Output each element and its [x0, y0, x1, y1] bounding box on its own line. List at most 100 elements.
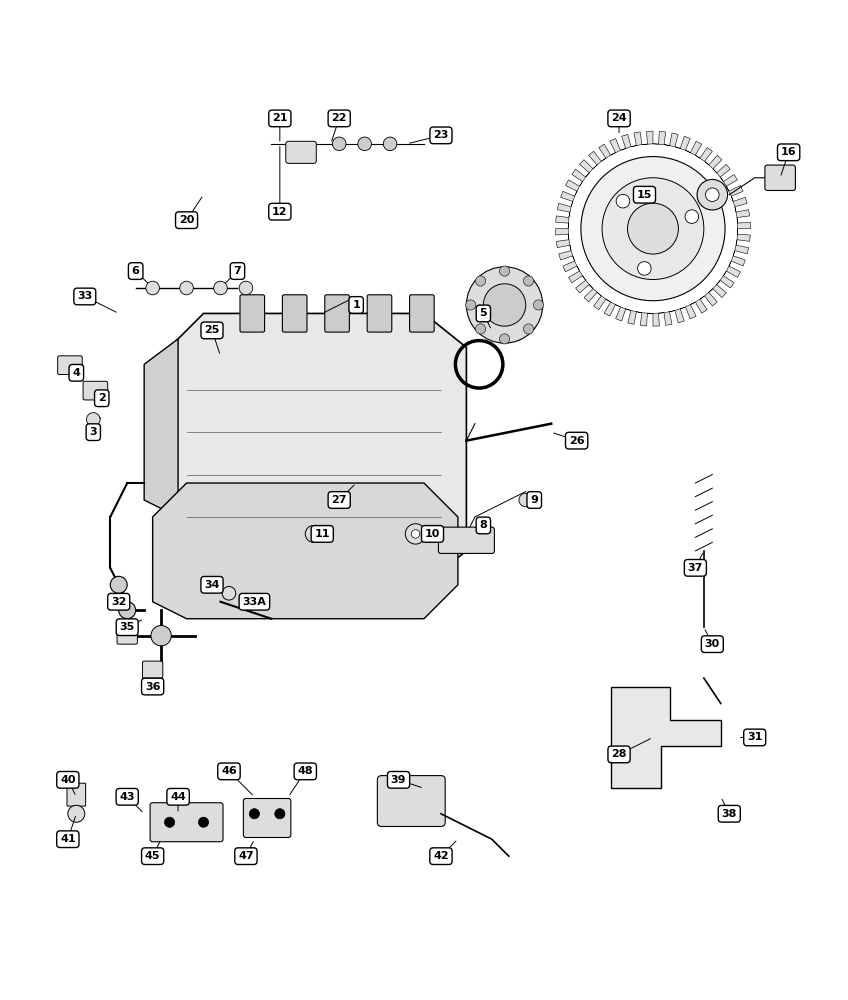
Polygon shape	[640, 313, 653, 326]
Polygon shape	[580, 160, 593, 177]
Circle shape	[249, 809, 259, 819]
Circle shape	[466, 267, 543, 343]
Text: 4: 4	[72, 368, 81, 378]
Polygon shape	[628, 311, 642, 324]
Text: 10: 10	[425, 529, 440, 539]
Polygon shape	[153, 483, 458, 619]
Text: 20: 20	[179, 215, 194, 225]
FancyBboxPatch shape	[325, 295, 349, 332]
Text: 32: 32	[111, 597, 126, 607]
Text: 7: 7	[233, 266, 242, 276]
Circle shape	[358, 137, 371, 151]
Circle shape	[165, 817, 175, 827]
Polygon shape	[727, 186, 743, 196]
Text: 23: 23	[433, 130, 449, 140]
Circle shape	[180, 281, 193, 295]
Polygon shape	[664, 133, 678, 147]
Text: 22: 22	[332, 113, 347, 123]
Circle shape	[523, 324, 533, 334]
Circle shape	[151, 626, 171, 646]
Text: 33A: 33A	[243, 597, 266, 607]
FancyBboxPatch shape	[117, 627, 137, 644]
FancyBboxPatch shape	[438, 527, 494, 553]
Circle shape	[110, 576, 127, 593]
Polygon shape	[594, 296, 611, 310]
Polygon shape	[561, 191, 575, 207]
Circle shape	[466, 300, 476, 310]
FancyBboxPatch shape	[243, 798, 291, 838]
Text: 16: 16	[781, 147, 796, 157]
Text: 46: 46	[221, 766, 237, 776]
FancyBboxPatch shape	[367, 295, 392, 332]
FancyBboxPatch shape	[286, 141, 316, 163]
Text: 27: 27	[332, 495, 347, 505]
Polygon shape	[705, 155, 722, 169]
Text: 39: 39	[391, 775, 406, 785]
Circle shape	[602, 178, 704, 280]
Polygon shape	[557, 203, 571, 218]
FancyBboxPatch shape	[282, 295, 307, 332]
Text: 44: 44	[170, 792, 186, 802]
Polygon shape	[731, 196, 747, 207]
Text: 48: 48	[298, 766, 313, 776]
FancyBboxPatch shape	[150, 803, 223, 842]
Polygon shape	[675, 307, 685, 323]
Circle shape	[222, 586, 236, 600]
Text: 24: 24	[611, 113, 627, 123]
Polygon shape	[566, 180, 579, 196]
Polygon shape	[555, 216, 569, 229]
Text: 43: 43	[120, 792, 135, 802]
FancyBboxPatch shape	[240, 295, 265, 332]
Text: 5: 5	[480, 308, 487, 318]
Polygon shape	[161, 313, 466, 585]
Circle shape	[628, 203, 678, 254]
Polygon shape	[735, 207, 750, 218]
Circle shape	[68, 805, 85, 822]
Polygon shape	[695, 296, 707, 313]
Polygon shape	[685, 302, 696, 319]
Text: 6: 6	[131, 266, 140, 276]
Polygon shape	[555, 229, 569, 240]
Text: 2: 2	[98, 393, 106, 403]
Circle shape	[523, 276, 533, 286]
FancyBboxPatch shape	[67, 783, 86, 806]
Polygon shape	[731, 251, 745, 266]
FancyBboxPatch shape	[58, 356, 82, 374]
Polygon shape	[610, 139, 621, 155]
Circle shape	[214, 281, 227, 295]
Polygon shape	[563, 261, 579, 272]
Circle shape	[483, 284, 526, 326]
Text: 41: 41	[60, 834, 75, 844]
Circle shape	[476, 324, 486, 334]
Text: 36: 36	[145, 682, 160, 692]
Circle shape	[305, 525, 322, 542]
Text: 1: 1	[352, 300, 360, 310]
Polygon shape	[584, 289, 601, 302]
Polygon shape	[675, 136, 690, 150]
Polygon shape	[568, 271, 586, 283]
Text: 40: 40	[60, 775, 75, 785]
Circle shape	[616, 194, 630, 208]
Circle shape	[239, 281, 253, 295]
Polygon shape	[611, 687, 721, 788]
Polygon shape	[735, 240, 749, 254]
FancyBboxPatch shape	[765, 165, 795, 190]
Polygon shape	[720, 271, 734, 288]
Polygon shape	[727, 261, 740, 277]
Polygon shape	[572, 169, 586, 186]
Polygon shape	[705, 289, 717, 306]
Text: 28: 28	[611, 749, 627, 759]
Polygon shape	[604, 302, 621, 316]
Text: 12: 12	[272, 207, 287, 217]
Circle shape	[119, 602, 136, 619]
Text: 3: 3	[90, 427, 97, 437]
Text: 47: 47	[238, 851, 254, 861]
Text: 15: 15	[637, 190, 652, 200]
Text: 26: 26	[569, 436, 584, 446]
Circle shape	[405, 524, 426, 544]
Circle shape	[146, 281, 159, 295]
Polygon shape	[621, 134, 631, 150]
Circle shape	[86, 413, 100, 426]
Text: 45: 45	[145, 851, 160, 861]
Circle shape	[332, 137, 346, 151]
